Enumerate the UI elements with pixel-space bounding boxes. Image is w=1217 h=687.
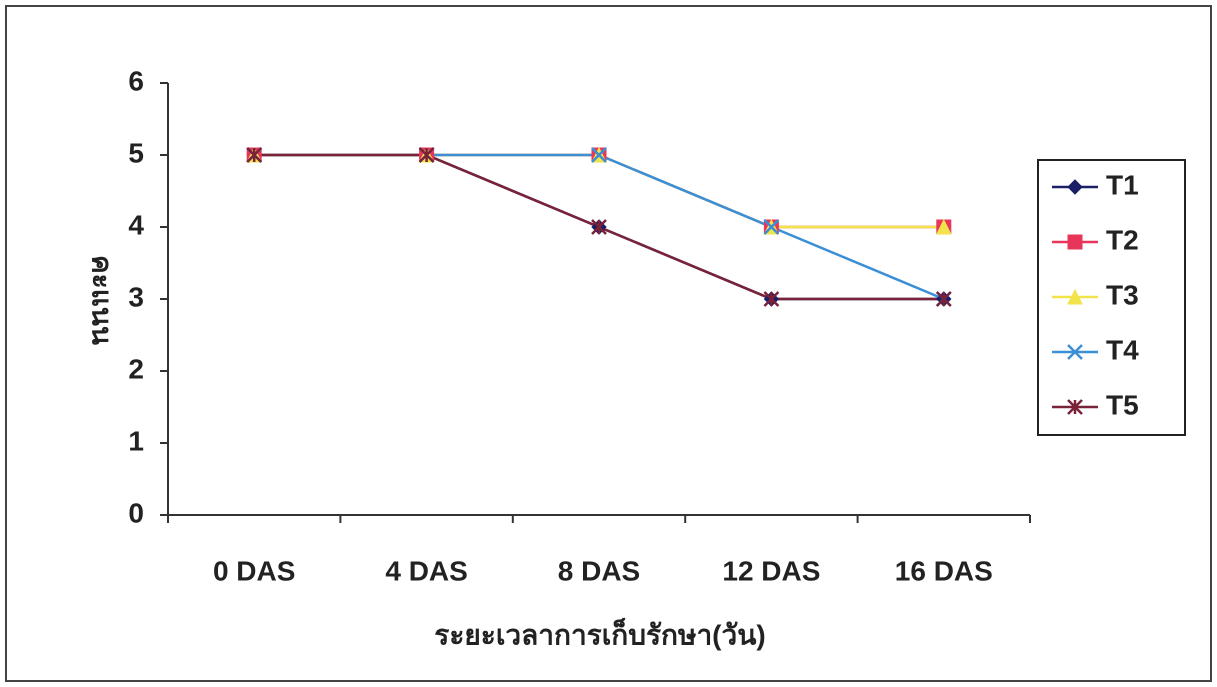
legend-label: T5	[1106, 389, 1139, 420]
x-tick-label: 16 DAS	[895, 555, 993, 586]
x-axis-label: ระยะเวลาการเก็บรักษา(วัน)	[434, 617, 765, 650]
legend-marker	[1067, 288, 1083, 305]
x-tick-label: 4 DAS	[385, 555, 467, 586]
series-line	[254, 153, 944, 229]
y-tick-label: 4	[128, 209, 144, 240]
x-tick-label: 8 DAS	[558, 555, 640, 586]
marker	[246, 147, 263, 163]
legend-label: T1	[1106, 169, 1139, 200]
chart-frame	[5, 5, 1212, 682]
y-tick-label: 3	[128, 281, 144, 312]
marker	[418, 147, 435, 163]
marker	[935, 291, 952, 307]
x-tick-label: 0 DAS	[213, 555, 295, 586]
y-tick-label: 6	[128, 65, 144, 96]
marker	[935, 218, 952, 235]
legend-label: T4	[1106, 334, 1139, 365]
legend-marker	[1067, 234, 1083, 250]
x-tick-label: 12 DAS	[722, 555, 820, 586]
y-tick-label: 2	[128, 353, 144, 384]
marker	[763, 291, 780, 307]
y-tick-label: 5	[128, 137, 144, 168]
y-tick-label: 0	[128, 497, 144, 528]
legend-marker	[1067, 399, 1083, 415]
y-axis-label: คะแนน	[87, 255, 118, 345]
marker	[591, 219, 607, 235]
legend-label: T3	[1106, 279, 1139, 310]
y-tick-label: 1	[128, 425, 144, 456]
legend-label: T2	[1106, 224, 1139, 255]
marker	[591, 147, 607, 163]
marker	[763, 219, 780, 235]
series-line	[254, 153, 944, 229]
legend-marker	[1067, 344, 1083, 360]
legend-marker	[1067, 179, 1083, 195]
